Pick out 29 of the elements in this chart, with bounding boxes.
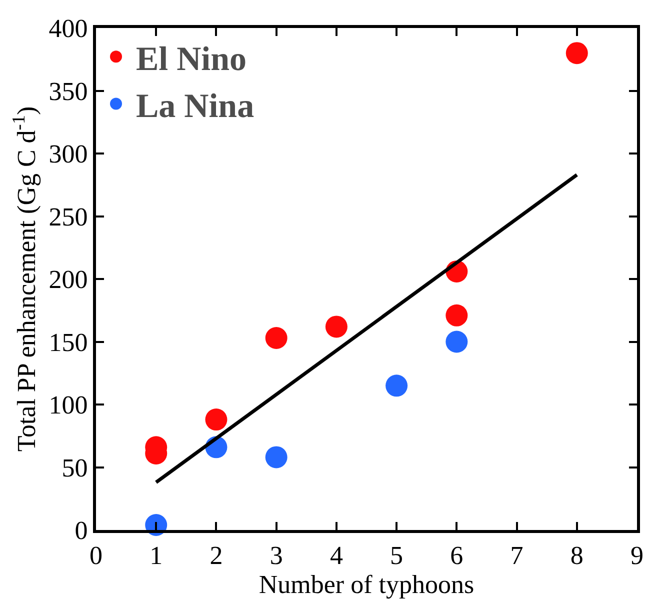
x-tick-label: 9 [630,541,644,570]
legend-label: El Nino [136,40,247,78]
point [205,408,228,431]
y-tick-label: 150 [48,328,88,357]
point [325,316,348,338]
x-tick-label: 3 [270,541,283,570]
y-tick-label: 0 [74,516,88,546]
y-tick-label: 200 [48,265,88,294]
x-tick-label: 6 [450,541,464,570]
x-tick-label: 4 [330,541,343,570]
y-tick-label: 300 [48,140,88,169]
y-tick-label: 350 [48,76,88,106]
y-tick-label: 100 [48,390,88,420]
point [566,42,588,64]
x-tick-label: 7 [510,541,524,570]
point [446,330,468,353]
point [265,446,288,468]
x-tick-label: 8 [570,541,584,570]
y-tick-label: 50 [62,453,88,482]
point [446,304,468,326]
point [265,326,288,349]
legend-label: La Nina [136,88,254,126]
x-axis-title: Number of typhoons [258,570,474,600]
y-tick-label: 250 [48,202,88,232]
point [386,374,408,397]
y-tick-label: 400 [48,14,88,44]
x-tick-label: 1 [150,541,163,570]
x-tick-label: 2 [210,541,223,570]
x-tick-label: 5 [390,541,404,570]
